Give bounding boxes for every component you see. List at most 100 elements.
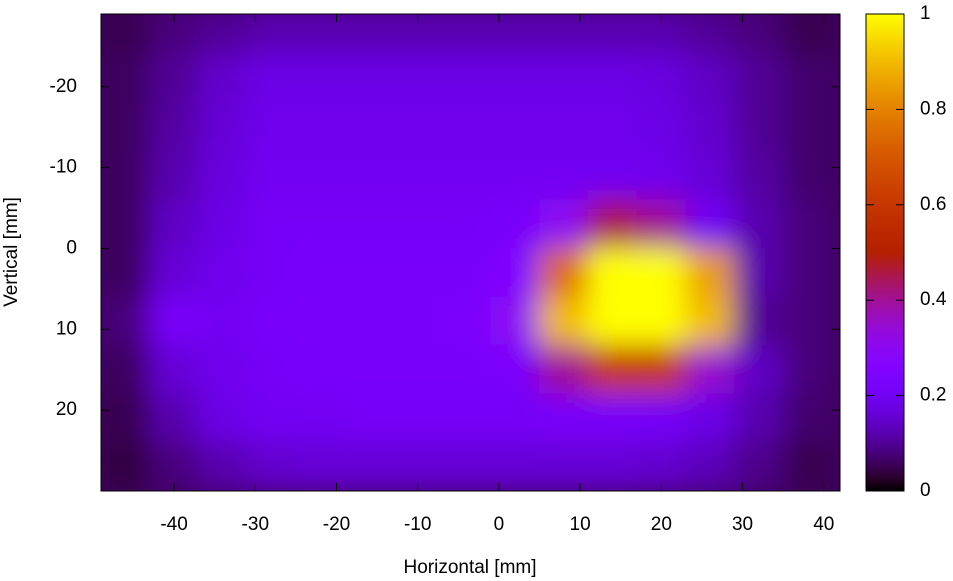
heatmap-cell xyxy=(733,53,784,104)
heatmap-cell xyxy=(685,53,735,104)
heatmap-cell xyxy=(733,441,784,491)
heatmap-cell xyxy=(685,247,735,298)
colorbar-tick-label: 0.2 xyxy=(920,385,946,406)
heatmap-cell xyxy=(392,296,443,346)
heatmap-cell xyxy=(295,14,346,55)
heatmap-cell xyxy=(685,102,735,152)
heatmap-cell xyxy=(587,247,638,298)
heatmap-cell xyxy=(197,344,248,395)
heatmap-cell xyxy=(636,393,687,443)
heatmap-cell xyxy=(539,247,589,298)
heatmap-cell xyxy=(246,393,297,443)
heatmap-cell xyxy=(733,296,784,346)
x-tick-label: -30 xyxy=(242,514,269,535)
heatmap-cell xyxy=(490,344,541,395)
heatmap-cell xyxy=(149,102,199,152)
heatmap-cell xyxy=(441,296,492,346)
heatmap-cell xyxy=(149,441,199,491)
heatmap-cell xyxy=(490,441,541,491)
heatmap-cell xyxy=(733,150,784,201)
y-tick-label: 0 xyxy=(66,237,77,258)
heatmap-cell xyxy=(441,102,492,152)
heatmap-cell xyxy=(539,102,589,152)
x-tick-label: -10 xyxy=(404,514,431,535)
heatmap-cell xyxy=(246,296,297,346)
heatmap-cell xyxy=(149,393,199,443)
heatmap-cell xyxy=(490,150,541,201)
x-tick-label: -40 xyxy=(160,514,187,535)
heatmap-cell xyxy=(782,150,833,201)
heatmap-cell xyxy=(636,14,687,55)
heatmap-cell xyxy=(197,102,248,152)
heatmap-cell xyxy=(685,199,735,249)
heatmap-cell xyxy=(197,393,248,443)
heatmap-cell xyxy=(587,199,638,249)
heatmap-cell xyxy=(636,102,687,152)
heatmap-cell xyxy=(344,102,394,152)
colorbar xyxy=(865,13,905,492)
heatmap-cell xyxy=(587,296,638,346)
heatmap-cell xyxy=(685,296,735,346)
heatmap-cell xyxy=(392,247,443,298)
heatmap-cell xyxy=(101,441,151,491)
heatmap-cell xyxy=(441,441,492,491)
x-tick-label: 0 xyxy=(494,514,505,535)
heatmap-cell xyxy=(441,14,492,55)
heatmap-cells xyxy=(101,14,833,491)
y-tick-label: -20 xyxy=(50,76,77,97)
heatmap-cell xyxy=(782,393,833,443)
heatmap-cell xyxy=(197,247,248,298)
heatmap-cell xyxy=(101,296,151,346)
colorbar-tick-label: 0.4 xyxy=(920,289,947,310)
heatmap-cell xyxy=(539,344,589,395)
heatmap-cell xyxy=(246,199,297,249)
plot-area xyxy=(101,14,840,491)
heatmap-cell xyxy=(490,199,541,249)
heatmap-cell xyxy=(392,199,443,249)
heatmap-cell xyxy=(490,393,541,443)
heatmap-cell xyxy=(587,441,638,491)
x-tick-label: -20 xyxy=(323,514,350,535)
x-tick-label: 20 xyxy=(651,514,672,535)
colorbar-tick-label: 0 xyxy=(920,480,931,501)
x-tick-label: 10 xyxy=(570,514,591,535)
heatmap-cell xyxy=(197,199,248,249)
heatmap-cell xyxy=(392,14,443,55)
heatmap-cell xyxy=(539,296,589,346)
heatmap-cell xyxy=(246,102,297,152)
heatmap-cell xyxy=(392,393,443,443)
heatmap-cell xyxy=(733,199,784,249)
heatmap-cell xyxy=(733,344,784,395)
heatmap-cell xyxy=(149,150,199,201)
colorbar-tick-label: 0.8 xyxy=(920,98,946,119)
heatmap-cell xyxy=(539,441,589,491)
heatmap-cell xyxy=(344,199,394,249)
heatmap-cell xyxy=(539,150,589,201)
heatmap-cell xyxy=(685,150,735,201)
heatmap-cell xyxy=(344,441,394,491)
heatmap-cell xyxy=(149,344,199,395)
heatmap-cell xyxy=(636,53,687,104)
heatmap-cell xyxy=(149,14,199,55)
heatmap-cell xyxy=(392,150,443,201)
heatmap-cell xyxy=(685,14,735,55)
y-tick-label: 20 xyxy=(56,399,77,420)
heatmap-cell xyxy=(539,393,589,443)
heatmap-cell xyxy=(733,102,784,152)
heatmap-cell xyxy=(490,102,541,152)
heatmap-cell xyxy=(295,102,346,152)
heatmap-cell xyxy=(295,247,346,298)
heatmap-cell xyxy=(246,150,297,201)
heatmap-cell xyxy=(344,393,394,443)
heatmap-cell xyxy=(587,102,638,152)
heatmap-cell xyxy=(149,199,199,249)
heatmap-cell xyxy=(441,344,492,395)
heatmap-cell xyxy=(782,14,833,55)
heatmap-cell xyxy=(636,344,687,395)
heatmap-cell xyxy=(392,344,443,395)
heatmap-cell xyxy=(782,441,833,491)
heatmap-cell xyxy=(101,14,151,55)
heatmap-cell xyxy=(733,247,784,298)
heatmap-cell xyxy=(441,393,492,443)
